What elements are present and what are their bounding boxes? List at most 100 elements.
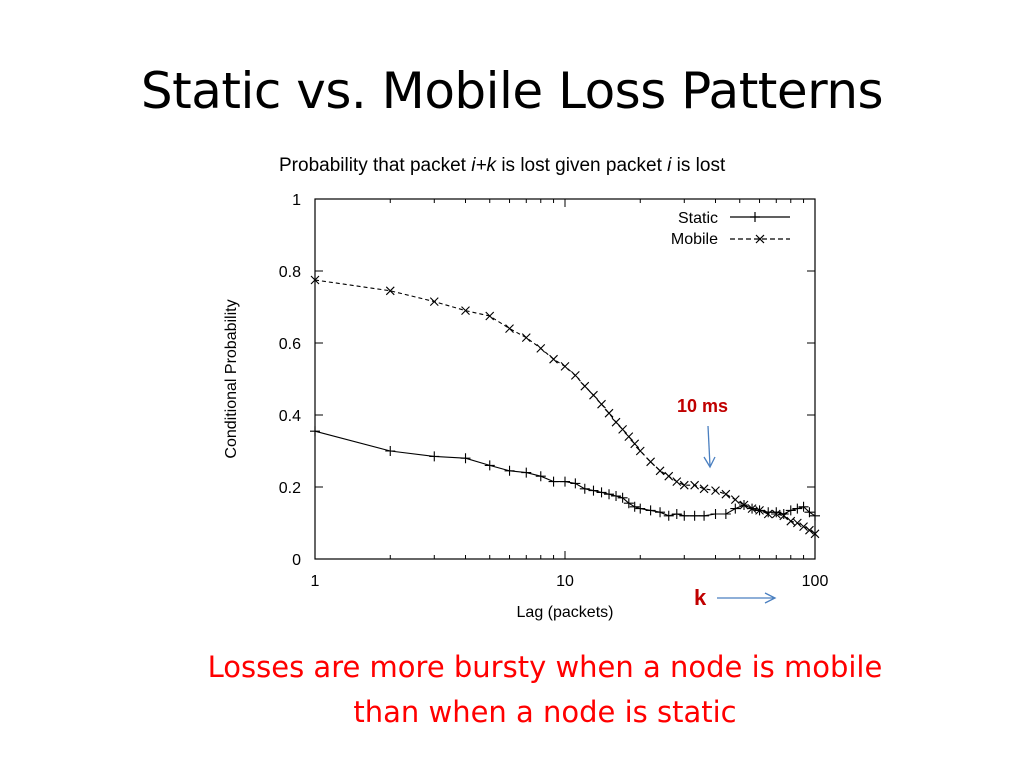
series-mobile [310,275,820,539]
x-tick-label: 10 [556,573,574,590]
data-point-static [720,509,731,519]
y-tick-label: 1 [292,192,301,209]
data-point-static [535,471,546,482]
data-point-mobile [604,408,614,418]
data-point-mobile [536,344,546,353]
legend-label-static: Static [678,210,718,227]
data-point-static [604,489,615,500]
y-tick-label: 0.4 [279,408,301,425]
data-point-static [798,501,809,512]
data-point-mobile [570,371,580,380]
annotation-k-label: k [694,585,707,610]
data-point-static [617,492,628,503]
x-tick-label: 100 [802,573,829,590]
data-point-static [689,510,700,521]
y-tick-label: 0.2 [279,480,301,497]
subtitle-part-3: is lost given packet [496,155,668,176]
conclusion-line-2: than when a node is static [353,695,737,729]
data-point-static [629,501,640,512]
data-point-static [778,509,789,519]
data-point-mobile [792,518,802,528]
data-point-static [730,503,741,514]
data-point-mobile [755,506,764,515]
data-point-mobile [655,466,665,476]
data-point-mobile [624,432,634,441]
data-point-static [810,510,820,521]
data-point-mobile [521,333,531,342]
data-point-mobile [385,286,395,296]
slide-title: Static vs. Mobile Loss Patterns [140,62,884,120]
subtitle-part-5: is lost [671,155,726,176]
data-point-mobile [699,484,709,494]
data-point-mobile [611,417,621,427]
series-static [310,426,820,521]
series-layer [310,275,820,539]
data-point-static [635,503,646,514]
data-point-static [710,509,721,519]
data-point-mobile [485,311,495,321]
data-point-mobile [672,477,682,486]
data-point-mobile [505,324,514,333]
data-point-mobile [549,354,558,364]
data-point-mobile [618,425,628,434]
legend-marker-static [750,212,760,222]
data-point-mobile [805,525,814,535]
data-point-mobile [763,509,773,519]
data-point-mobile [664,471,674,481]
data-point-mobile [580,381,590,391]
data-point-static [623,498,634,509]
data-point-static [385,446,396,456]
data-point-static [804,507,815,518]
data-point-static [579,483,590,494]
data-point-static [655,507,666,518]
data-point-static [548,476,559,487]
annotation-10ms-label: 10 ms [677,396,728,416]
data-point-mobile [635,446,645,456]
data-point-static [663,510,674,521]
data-point-mobile [711,486,720,495]
data-point-mobile [429,297,439,306]
data-point-mobile [630,439,640,449]
data-point-static [679,510,690,521]
data-point-mobile [721,489,731,499]
subtitle-part-4: i [667,155,672,176]
data-point-mobile [771,509,781,519]
data-point-static [521,467,532,478]
data-point-static [570,478,581,489]
data-point-static [460,453,471,464]
chart-legend: Static Mobile [671,210,790,248]
y-tick-label: 0.8 [279,264,301,281]
data-point-mobile [679,480,689,490]
data-point-static [792,503,803,514]
legend-marker-mobile [755,234,765,244]
subtitle-part-2: i+k [471,155,497,176]
subtitle-part-1: Probability that packet [279,155,472,176]
axis-ticks [314,198,816,560]
data-point-mobile [810,529,820,539]
axis-tick-labels: 0 0.2 0.4 0.6 0.8 1 1 10 100 [279,192,829,590]
data-point-static [429,451,440,462]
data-point-static [310,426,320,437]
data-point-static [484,460,495,471]
data-point-static [596,487,607,498]
data-point-mobile [597,399,606,409]
data-point-mobile [786,516,796,526]
y-axis-label: Conditional Probability [223,299,240,458]
data-point-mobile [747,504,757,513]
data-point-static [588,485,599,496]
data-point-mobile [730,495,740,504]
legend-label-mobile: Mobile [671,231,718,248]
data-point-static [671,509,682,519]
annotation-10ms-arrow [707,425,711,467]
data-point-mobile [779,511,789,521]
data-point-static [785,505,796,516]
data-point-static [504,465,515,476]
data-point-mobile [310,275,320,285]
data-point-mobile [560,362,570,371]
x-tick-label: 1 [311,573,320,590]
conclusion-line-1: Losses are more bursty when a node is mo… [207,650,883,684]
data-point-static [560,476,570,487]
x-axis-label: Lag (packets) [517,604,614,621]
data-point-mobile [690,480,700,490]
conclusion-text: Losses are more bursty when a node is mo… [150,645,940,735]
